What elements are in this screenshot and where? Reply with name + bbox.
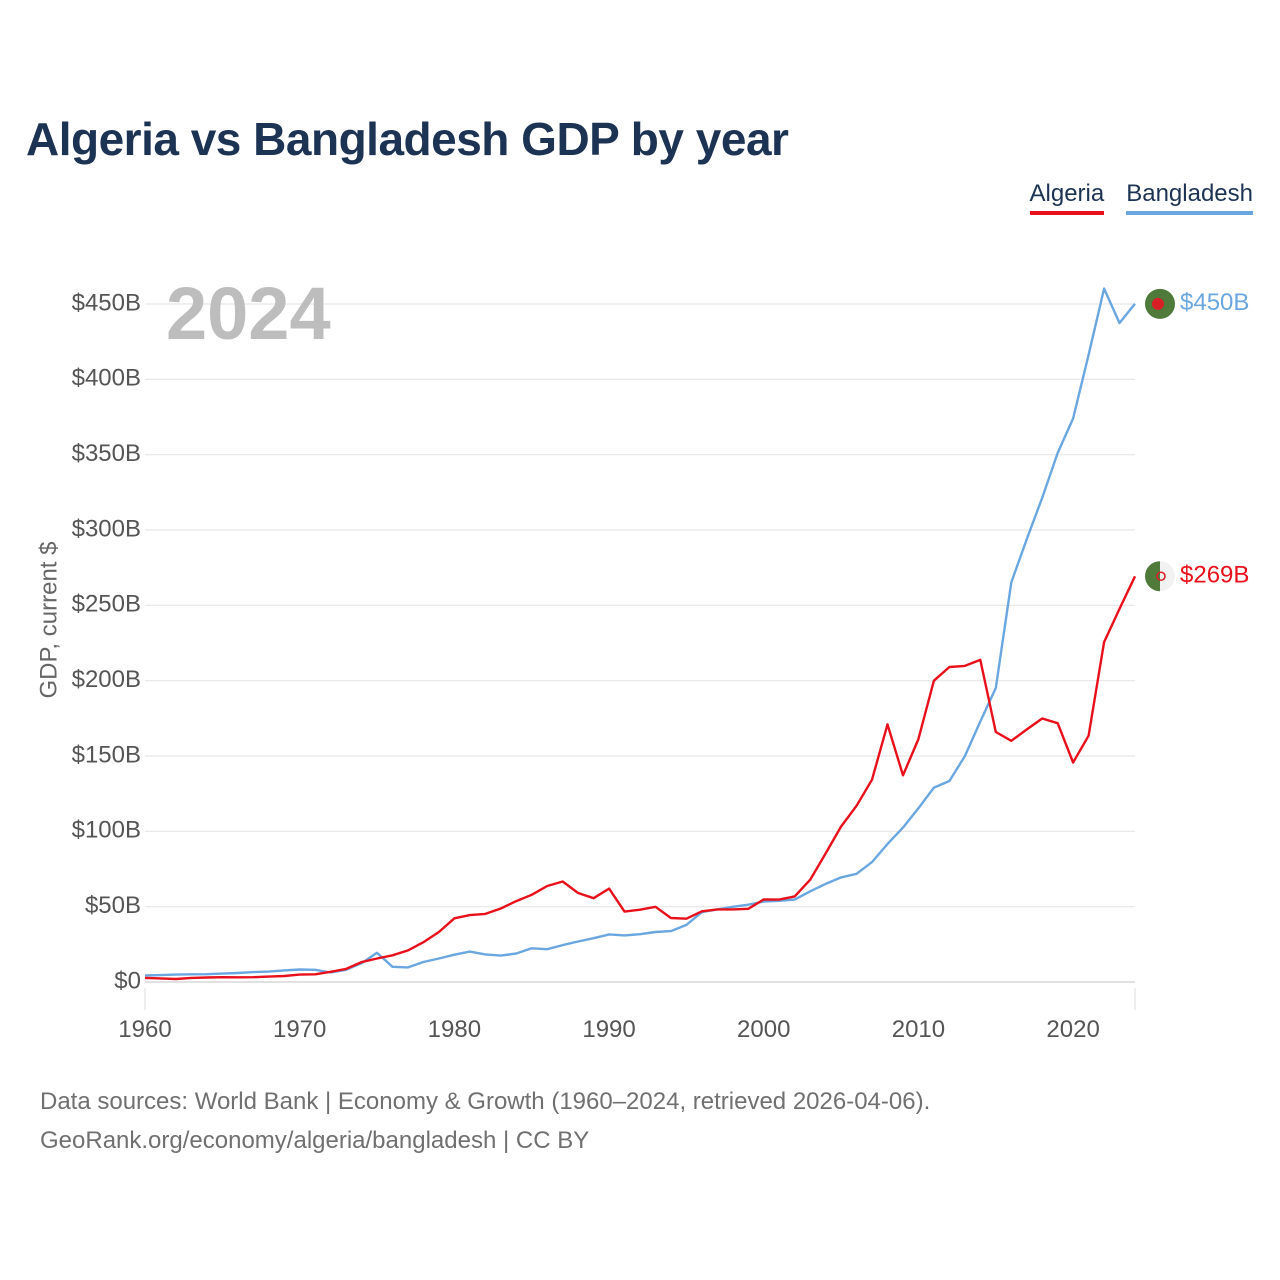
y-axis-label: GDP, current $ — [35, 542, 62, 699]
grid-lines — [144, 303, 1136, 1010]
year-label: 2024 — [166, 272, 331, 355]
x-tick-label: 1980 — [428, 1016, 481, 1043]
flag-algeria-crescent — [1156, 571, 1166, 582]
y-tick-label: $0 — [114, 967, 141, 994]
legend-algeria[interactable]: Algeria — [1029, 180, 1105, 215]
y-tick-label: $300B — [72, 515, 141, 542]
x-tick-label: 2000 — [737, 1016, 790, 1043]
legend: Algeria Bangladesh — [1029, 180, 1253, 215]
footer: Data sources: World Bank | Economy & Gro… — [40, 1082, 930, 1160]
y-tick-label: $50B — [85, 892, 141, 919]
end-value-label-bangladesh: $450B — [1180, 289, 1249, 316]
end-marker-algeria: $269B — [1145, 561, 1249, 592]
y-tick-label: $150B — [72, 741, 141, 768]
y-tick-label: $400B — [72, 365, 141, 392]
x-tick-label: 1990 — [582, 1016, 635, 1043]
x-tick-label: 2010 — [892, 1016, 945, 1043]
x-tick-label: 1960 — [118, 1016, 171, 1043]
end-value-label-algeria: $269B — [1180, 562, 1249, 589]
chart-title: Algeria vs Bangladesh GDP by year — [26, 113, 789, 165]
x-axis-ticks: 1960 1970 1980 1990 2000 2010 2020 — [118, 1016, 1100, 1043]
y-tick-label: $200B — [72, 666, 141, 693]
flag-bangladesh-dot — [1152, 297, 1164, 310]
footer-sources: Data sources: World Bank | Economy & Gro… — [40, 1088, 931, 1115]
y-tick-label: $350B — [72, 440, 141, 467]
flag-algeria-green — [1145, 561, 1160, 592]
x-tick-label: 1970 — [273, 1016, 326, 1043]
series-lines — [144, 287, 1137, 981]
end-marker-bangladesh: $450B — [1145, 288, 1249, 319]
series-line-algeria — [144, 575, 1137, 981]
x-tick-label: 2020 — [1046, 1016, 1099, 1043]
y-tick-label: $100B — [72, 817, 141, 844]
y-tick-label: $250B — [72, 591, 141, 618]
y-axis-ticks: $0 $50B $100B $150B $200B $250B $300B $350B $400… — [72, 289, 141, 994]
series-line-bangladesh — [144, 287, 1136, 977]
legend-bangladesh[interactable]: Bangladesh — [1126, 180, 1253, 215]
y-tick-label: $450B — [72, 289, 141, 316]
footer-link[interactable]: GeoRank.org/economy/algeria/bangladesh |… — [40, 1127, 590, 1154]
end-markers: $269B $450B — [1145, 288, 1249, 592]
